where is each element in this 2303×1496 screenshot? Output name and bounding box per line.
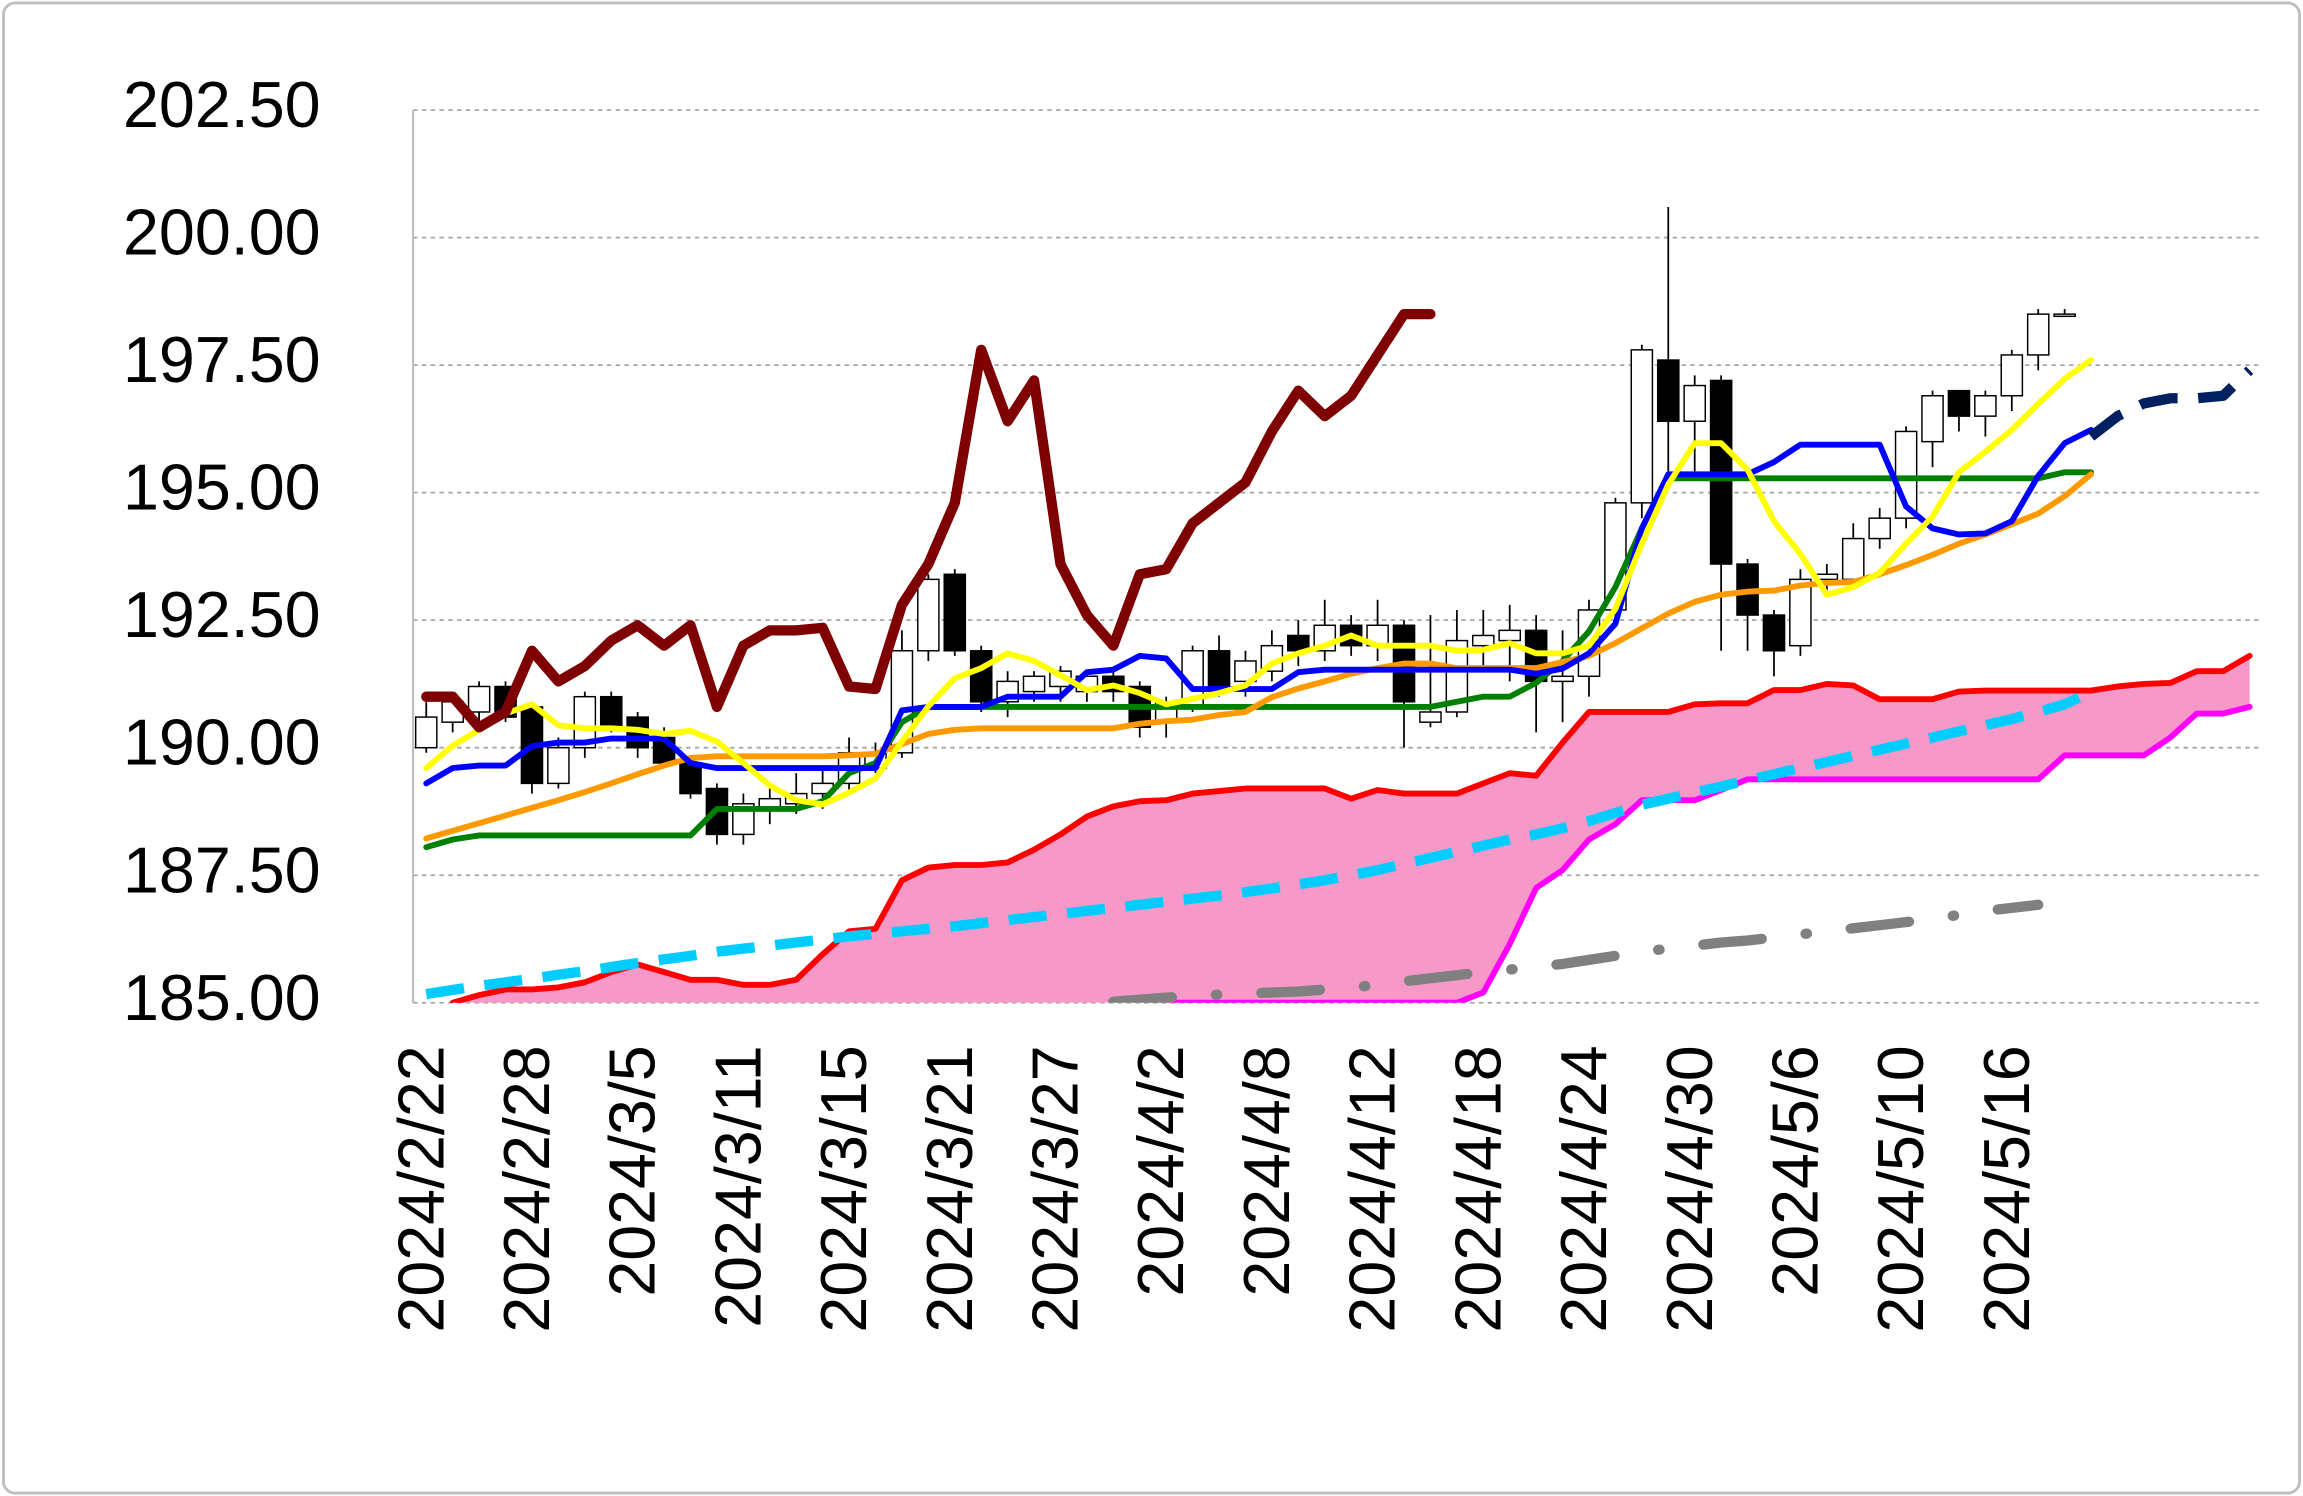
candle-body	[599, 695, 623, 729]
candle-body	[2026, 313, 2050, 356]
candle-body	[1762, 614, 1786, 652]
candle-body	[917, 578, 940, 652]
series-line	[423, 471, 2095, 842]
candle-body	[679, 762, 702, 795]
x-tick-label: 2024/2/28	[491, 1045, 563, 1332]
plot-area	[414, 207, 2254, 1003]
candle-body	[1656, 359, 1680, 422]
x-tick-label: 2024/3/21	[914, 1045, 986, 1332]
candle-body	[1234, 660, 1257, 683]
y-tick-label: 197.50	[123, 324, 321, 396]
series-line	[2087, 366, 2254, 441]
x-tick-label: 2024/5/10	[1865, 1045, 1937, 1332]
x-tick-label: 2024/4/2	[1125, 1045, 1197, 1296]
candle-body	[1947, 389, 1971, 417]
x-tick-label: 2024/5/6	[1759, 1045, 1831, 1296]
candle-body	[1207, 650, 1231, 688]
y-tick-label: 192.50	[123, 579, 321, 651]
x-tick-label: 2024/4/18	[1442, 1045, 1514, 1332]
candle-body	[1551, 675, 1574, 683]
candle-body	[1471, 634, 1495, 647]
cloud-fill	[452, 655, 2250, 1003]
labels: 185.00 187.50 190.00 192.50 195.00 197.50 200.…	[123, 69, 2043, 1332]
x-tick-label: 2024/5/16	[1971, 1045, 2043, 1332]
x-tick-label: 2024/2/22	[385, 1045, 457, 1332]
candle-body	[1868, 517, 1891, 540]
candle-body	[1841, 537, 1865, 581]
x-tick-label: 2024/3/11	[702, 1045, 774, 1328]
candle-body	[1683, 384, 1707, 422]
x-tick-label: 2024/3/15	[808, 1045, 880, 1332]
series-line	[449, 652, 2253, 1003]
y-tick-label: 200.00	[123, 197, 321, 269]
candle-body	[467, 685, 491, 713]
candle-body	[1445, 639, 1469, 713]
candle-body	[2053, 313, 2076, 318]
candle-body	[1630, 349, 1654, 504]
x-tick-label: 2024/4/24	[1548, 1045, 1620, 1332]
candle-body	[573, 695, 597, 749]
series-line	[425, 686, 2094, 1000]
x-tick-label: 2024/3/27	[1020, 1045, 1092, 1332]
x-tick-label: 2024/4/12	[1337, 1045, 1409, 1332]
y-tick-label: 195.00	[123, 452, 321, 524]
y-tick-label: 185.00	[123, 962, 321, 1034]
series-line	[1163, 703, 2253, 1003]
series-line	[423, 426, 2095, 787]
candle-body	[1974, 395, 1997, 417]
x-tick-label: 2024/3/5	[597, 1045, 669, 1296]
candle-body	[1419, 711, 1442, 723]
candle-body	[547, 746, 570, 785]
candle-body	[1789, 578, 1812, 647]
y-tick-label: 190.00	[123, 707, 321, 779]
y-tick-label: 202.50	[123, 69, 321, 141]
x-tick-label: 2024/4/8	[1231, 1045, 1303, 1296]
candle-body	[1498, 629, 1522, 642]
series-line	[423, 357, 2095, 808]
candle-body	[969, 650, 993, 703]
candle-body	[2000, 354, 2024, 397]
x-tick-label: 2024/4/30	[1654, 1045, 1726, 1332]
series-line	[1108, 899, 2044, 1003]
series-line	[421, 308, 1436, 733]
y-tick-label: 187.50	[123, 834, 321, 906]
candle-body	[943, 573, 967, 652]
candle-body	[414, 716, 438, 749]
candle-body	[1022, 675, 1046, 693]
candle-body	[1921, 395, 1944, 443]
